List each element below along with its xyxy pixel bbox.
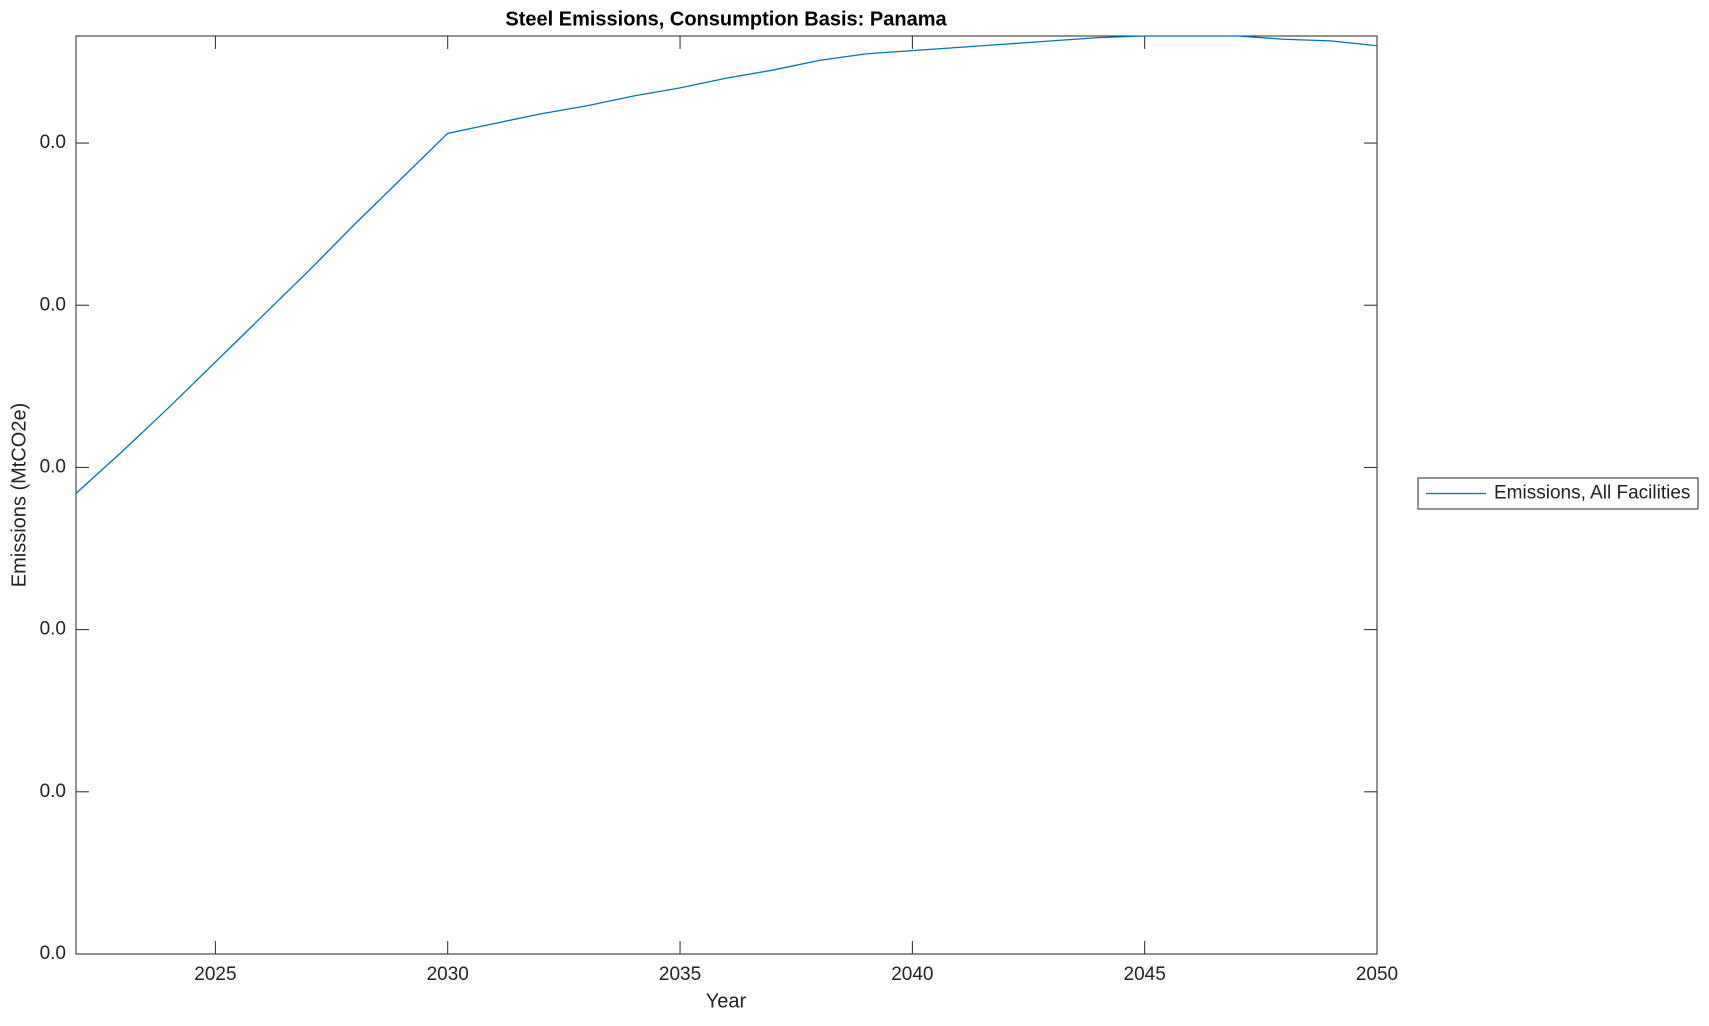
legend-label: Emissions, All Facilities — [1494, 483, 1690, 504]
x-tick-label: 2045 — [1124, 964, 1166, 985]
plot-frame — [75, 35, 1378, 955]
chart-title: Steel Emissions, Consumption Basis: Pana… — [505, 8, 947, 30]
data-line — [75, 35, 1378, 494]
x-tick-label: 2050 — [1356, 964, 1398, 985]
x-tick-label: 2035 — [659, 964, 701, 985]
x-tick-label: 2030 — [427, 964, 469, 985]
y-tick-label: 0.0 — [40, 943, 66, 964]
x-axis-label: Year — [706, 990, 747, 1012]
x-tick-label: 2025 — [194, 964, 236, 985]
x-tick-label: 2040 — [891, 964, 933, 985]
y-tick-label: 0.0 — [40, 294, 66, 315]
y-axis-label: Emissions (MtCO2e) — [8, 403, 30, 587]
y-tick-label: 0.0 — [40, 132, 66, 153]
y-tick-label: 0.0 — [40, 781, 66, 802]
y-tick-label: 0.0 — [40, 619, 66, 640]
y-tick-label: 0.0 — [40, 456, 66, 477]
